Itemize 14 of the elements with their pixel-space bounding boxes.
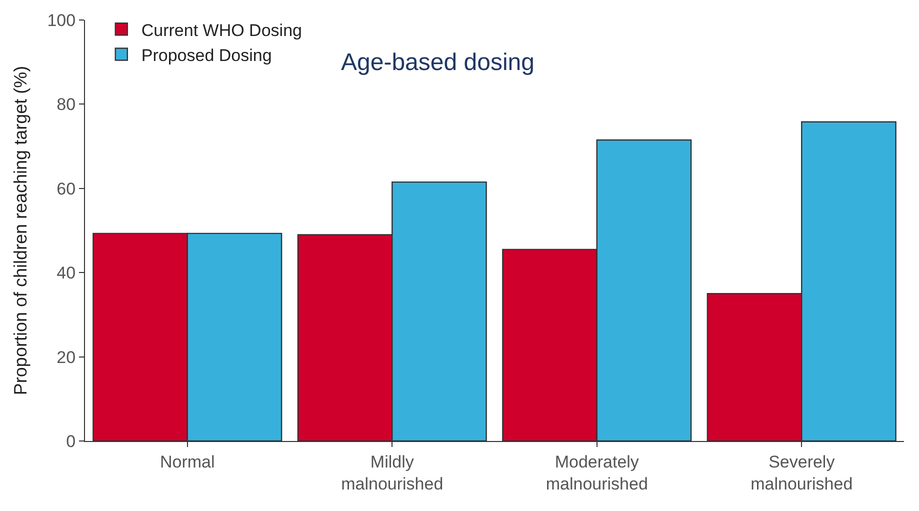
y-tick-label: 40 (56, 264, 76, 283)
legend-label: Current WHO Dosing (141, 20, 302, 40)
y-tick-label: 0 (66, 432, 76, 451)
y-tick-label: 80 (56, 95, 76, 114)
legend-label: Proposed Dosing (141, 46, 272, 65)
x-tick-label: Severely malnourished (750, 452, 853, 494)
x-tick-label: Mildly malnourished (341, 452, 444, 494)
x-tick-label: Moderately malnourished (546, 452, 648, 494)
y-tick-label: 100 (47, 10, 76, 30)
y-axis-title: Proportion of children reaching target (%) (10, 66, 30, 396)
annotation: Age-based dosing (341, 49, 534, 76)
y-tick-label: 20 (56, 348, 76, 367)
y-tick-label: 60 (56, 179, 76, 198)
x-tick-label: Normal (160, 452, 215, 472)
